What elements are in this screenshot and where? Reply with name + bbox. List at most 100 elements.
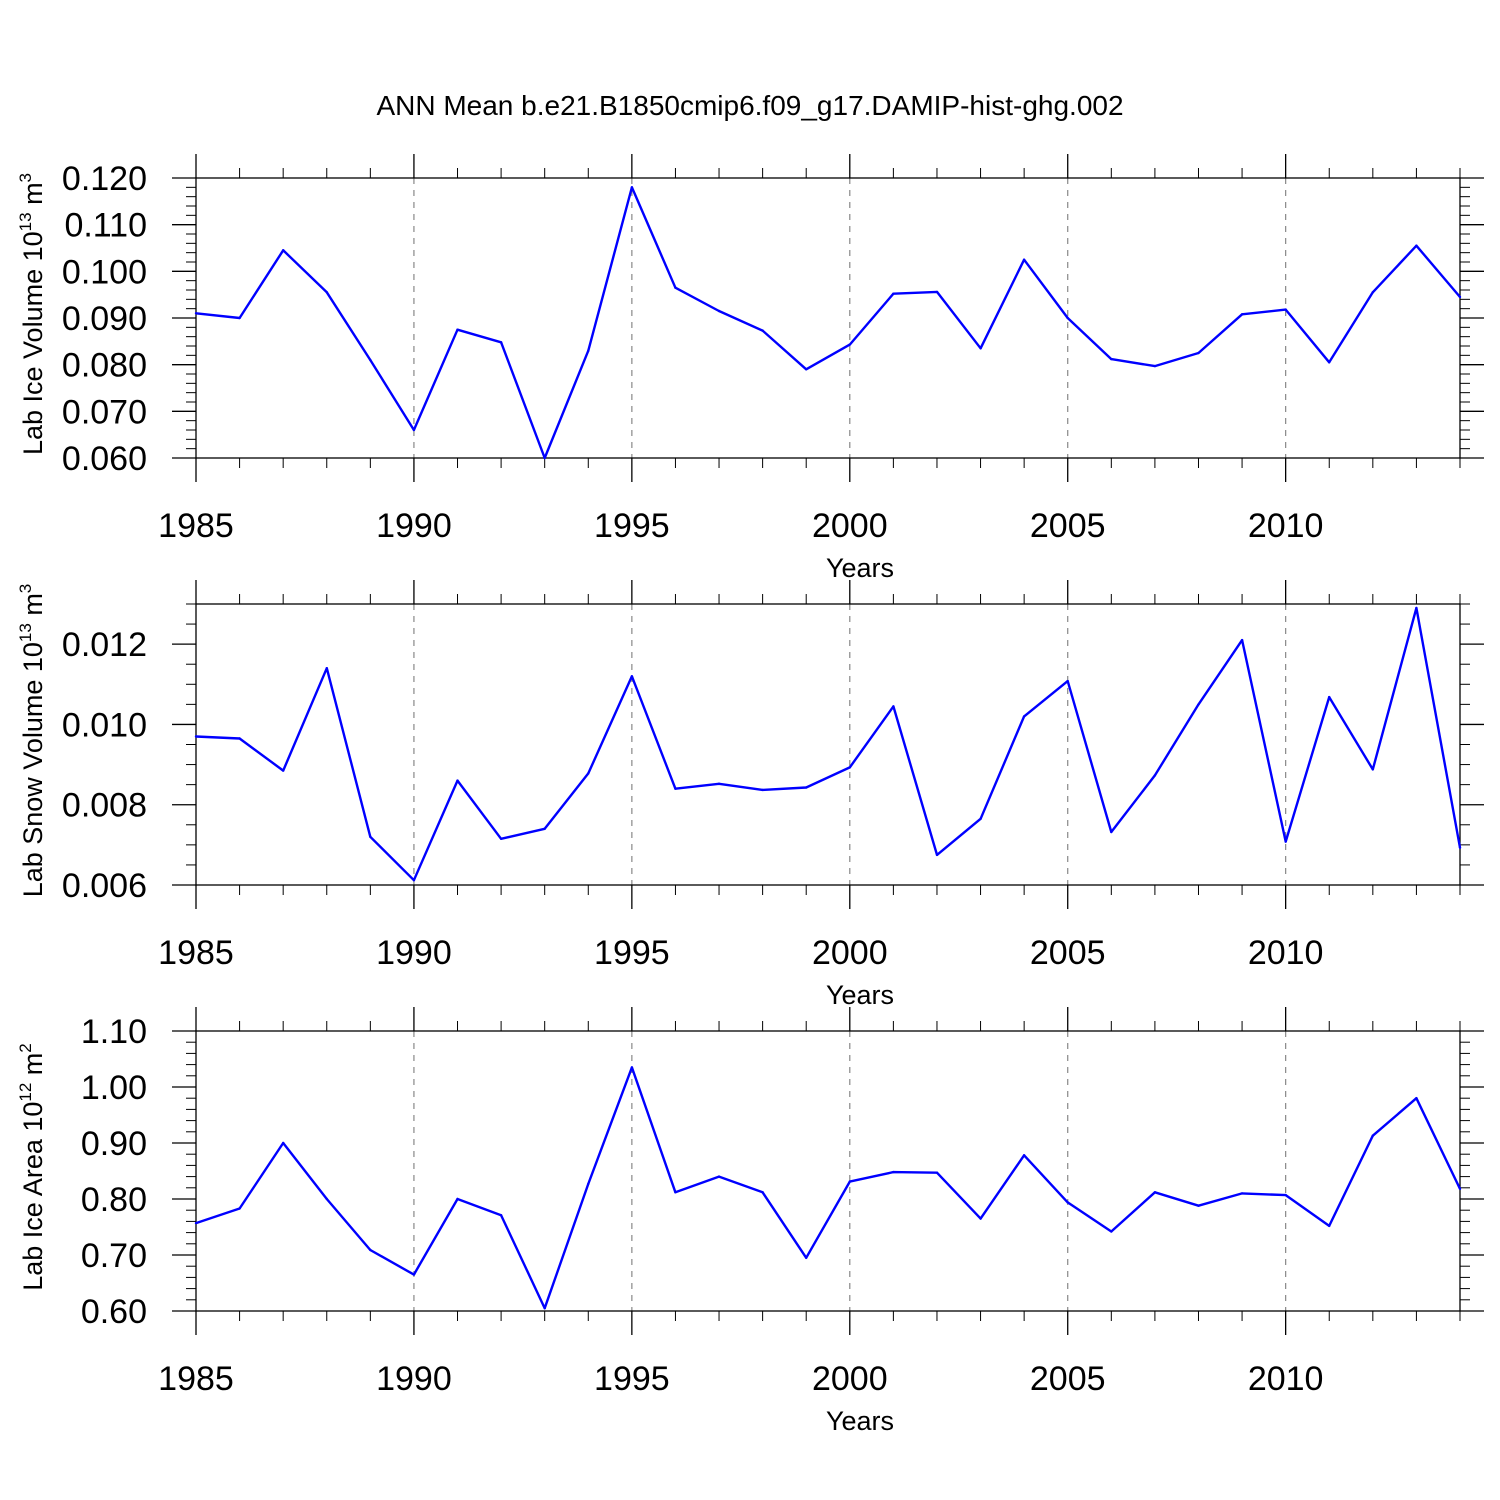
data-point	[1284, 1193, 1287, 1197]
data-point	[1371, 291, 1375, 294]
x-axis-label: Years	[826, 553, 894, 583]
data-point	[674, 1191, 677, 1194]
y-tick-label: 0.100	[62, 253, 147, 291]
data-point	[499, 837, 503, 840]
x-axis-label: Years	[826, 980, 894, 1010]
data-point	[1415, 244, 1418, 247]
data-point	[674, 787, 677, 790]
data-point	[369, 835, 372, 838]
y-tick-label: 0.080	[62, 347, 147, 385]
x-axis-label: Years	[826, 1406, 894, 1436]
x-tick-label: 2000	[812, 1360, 888, 1398]
data-point	[1415, 606, 1418, 610]
y-axis-label: Lab Ice Area 1012 m2	[16, 1043, 48, 1291]
x-tick-label: 1985	[158, 1360, 234, 1398]
data-point	[761, 788, 764, 792]
y-axis-label: Lab Snow Volume 1013 m3	[16, 584, 48, 898]
x-tick-label: 1995	[594, 934, 670, 972]
y-tick-label: 0.80	[81, 1181, 147, 1219]
data-point	[892, 292, 895, 295]
data-point	[717, 309, 721, 313]
data-point	[1240, 1192, 1244, 1195]
data-point	[369, 1248, 372, 1252]
data-point	[1328, 695, 1331, 699]
data-point	[499, 341, 503, 344]
data-point	[1066, 679, 1069, 683]
y-tick-label: 1.00	[81, 1069, 147, 1107]
chart-panel-2: 1985 1990 1995 2000 2005 2010 Years 0.006 0.008 0…	[16, 580, 1484, 1010]
data-point	[587, 772, 590, 775]
y-tick-label: 0.120	[62, 160, 147, 198]
data-point	[1110, 830, 1113, 834]
y-tick-label: 0.010	[62, 706, 147, 744]
y-tick-label: 0.90	[81, 1125, 147, 1163]
data-point	[848, 343, 851, 346]
chart-panel-3: 1985 1990 1995 2000 2005 2010 Years 0.60 0.70 0.8…	[16, 1007, 1484, 1436]
data-point	[1240, 638, 1244, 642]
data-point	[325, 1197, 328, 1201]
data-point	[717, 782, 721, 785]
x-tick-label: 1990	[376, 1360, 452, 1398]
data-point	[456, 779, 459, 782]
data-point	[630, 675, 634, 678]
y-tick-label: 0.60	[81, 1293, 147, 1331]
data-point	[848, 766, 851, 769]
data-point	[543, 827, 546, 830]
chart-panel-1: 1985 1990 1995 2000 2005 2010 Years 0.060 0.070 0…	[16, 154, 1484, 583]
data-point	[412, 428, 416, 432]
y-tick-label: 0.006	[62, 867, 147, 905]
x-tick-label: 2010	[1248, 934, 1324, 972]
data-point	[892, 705, 895, 708]
data-point	[282, 1141, 285, 1145]
data-point	[1415, 1097, 1418, 1100]
data-point	[238, 737, 241, 740]
y-tick-label: 0.70	[81, 1237, 147, 1275]
data-point	[1066, 1201, 1069, 1204]
data-point	[1153, 364, 1157, 368]
data-point	[848, 1180, 851, 1183]
data-point	[717, 1175, 721, 1178]
data-point	[543, 1307, 546, 1310]
x-tick-label: 1995	[594, 507, 670, 545]
data-point	[805, 786, 808, 789]
x-tick-label: 2005	[1030, 1360, 1106, 1398]
data-point	[499, 1214, 503, 1217]
data-point	[805, 1256, 808, 1260]
data-point	[412, 879, 416, 882]
data-point	[1110, 357, 1113, 361]
data-point	[761, 329, 764, 332]
x-tick-label: 2000	[812, 507, 888, 545]
data-point	[456, 1197, 459, 1201]
data-point	[1328, 361, 1331, 364]
data-point	[630, 1066, 634, 1069]
data-point	[979, 347, 982, 350]
x-tick-label: 1985	[158, 507, 234, 545]
x-tick-label: 2010	[1248, 507, 1324, 545]
data-point	[1197, 1204, 1200, 1207]
data-point	[1458, 295, 1462, 299]
data-point	[282, 249, 285, 252]
data-point	[587, 1182, 590, 1186]
data-point	[194, 312, 198, 315]
data-point	[1371, 1134, 1375, 1137]
y-tick-label: 0.070	[62, 393, 147, 431]
data-point	[325, 291, 328, 294]
series-line	[195, 606, 1462, 882]
x-tick-label: 1990	[376, 934, 452, 972]
data-point	[935, 290, 939, 294]
data-point	[1110, 1230, 1113, 1233]
x-tick-label: 2000	[812, 934, 888, 972]
data-point	[1022, 715, 1026, 718]
data-point	[935, 1171, 939, 1174]
data-point	[1371, 768, 1375, 771]
data-point	[979, 817, 982, 820]
x-tick-label: 2010	[1248, 1360, 1324, 1398]
data-point	[238, 1207, 241, 1210]
data-point	[1153, 1191, 1157, 1194]
y-tick-label: 0.110	[64, 207, 147, 245]
x-tick-label: 1995	[594, 1360, 670, 1398]
data-point	[412, 1273, 416, 1276]
series-line	[195, 186, 1461, 460]
data-point	[630, 186, 634, 189]
